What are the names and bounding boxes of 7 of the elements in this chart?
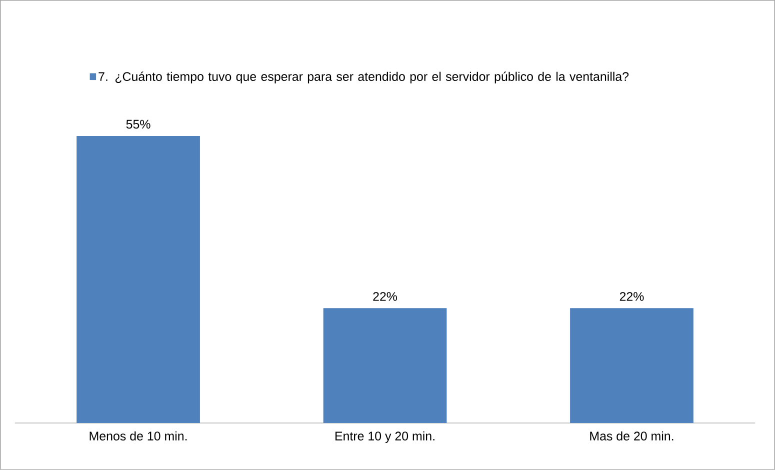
data-label: 22% (620, 292, 644, 301)
x-tick-label: Mas de 20 min. (590, 431, 674, 441)
data-label: 22% (373, 292, 398, 301)
x-tick-label: Menos de 10 min. (90, 431, 187, 441)
data-label: 55% (126, 120, 150, 129)
legend-label: 7. ¿Cuánto tiempo tuvo que esperar para ser atendido por el servidor público de la ventanilla? (98, 72, 629, 84)
x-tick-label: Entre 10 y 20 min. (335, 431, 434, 443)
